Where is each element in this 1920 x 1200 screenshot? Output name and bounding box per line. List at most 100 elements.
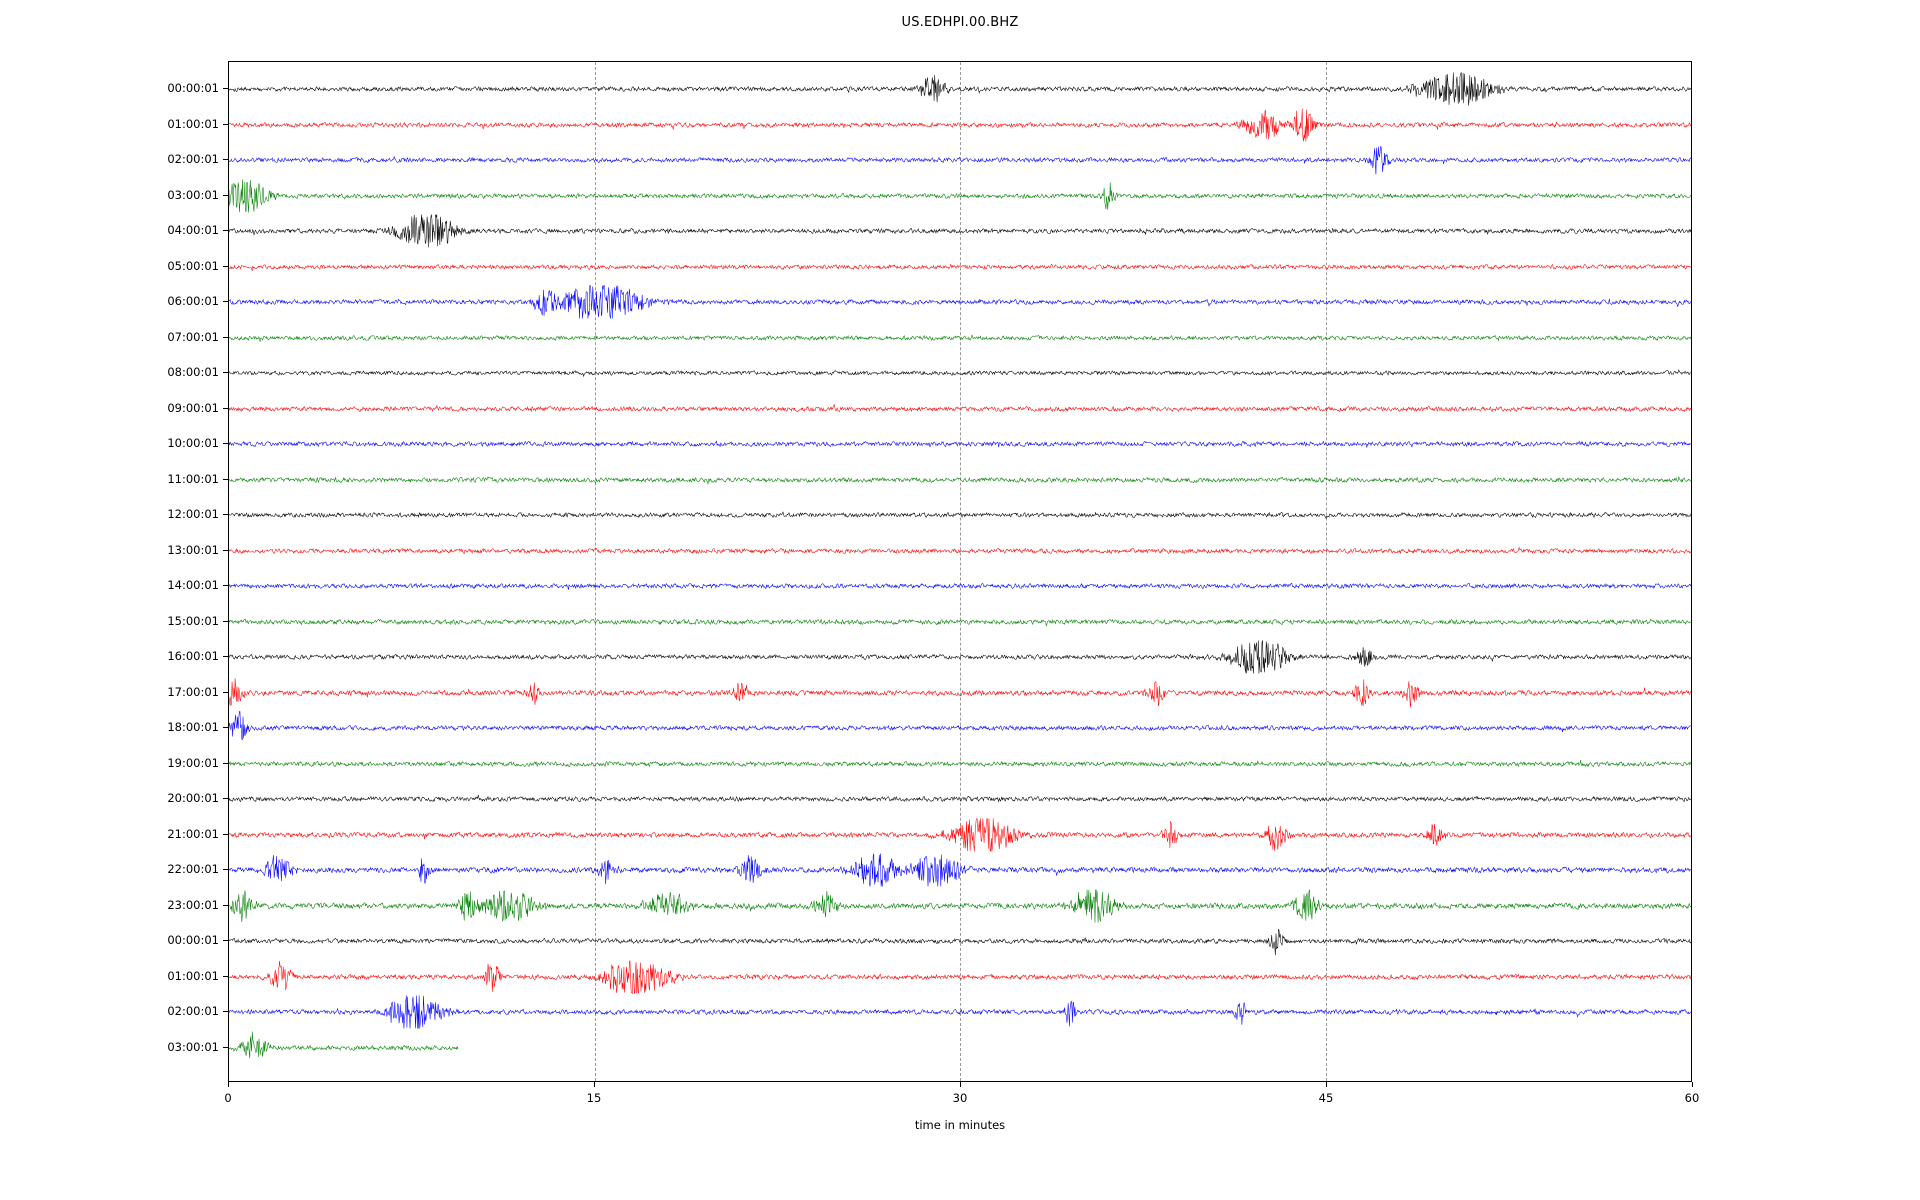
grid-line-45 [1325, 62, 1327, 1081]
trace-line [229, 795, 1691, 802]
x-tick-mark [960, 1082, 961, 1087]
y-tick-label: 03:00:01 [167, 1039, 219, 1054]
y-tick-label: 17:00:01 [167, 684, 219, 699]
trace-line [229, 370, 1691, 376]
trace-line [229, 619, 1691, 626]
trace-line [229, 889, 1691, 922]
grid-layer [229, 62, 1691, 1081]
waveform-trace [229, 321, 1691, 355]
waveform-trace [229, 924, 1691, 958]
waveform-trace [229, 853, 1691, 887]
trace-line [229, 73, 1691, 106]
waveform-trace [229, 711, 1691, 745]
trace-line [229, 179, 1691, 212]
y-tick-label: 23:00:01 [167, 897, 219, 912]
y-tick-label: 15:00:01 [167, 613, 219, 628]
y-tick-label: 01:00:01 [167, 116, 219, 131]
trace-line [229, 960, 1691, 993]
x-tick-label: 30 [952, 1091, 968, 1105]
trace-line [229, 215, 1691, 248]
y-tick-label: 03:00:01 [167, 187, 219, 202]
waveform-trace [229, 463, 1691, 497]
y-tick-label: 13:00:01 [167, 542, 219, 557]
waveform-trace [229, 889, 1691, 923]
waveform-trace [229, 179, 1691, 213]
y-tick-label: 10:00:01 [167, 436, 219, 450]
y-tick-label: 04:00:01 [167, 223, 219, 237]
y-tick-label: 00:00:01 [167, 81, 219, 95]
waveform-trace [229, 250, 1691, 284]
x-tick-label: 15 [586, 1091, 602, 1105]
trace-line [229, 286, 1691, 319]
trace-line [229, 335, 1691, 342]
waveform-trace [229, 747, 1691, 781]
trace-line [229, 512, 1691, 519]
trace-line [229, 441, 1691, 447]
waveform-trace [229, 72, 1691, 106]
waveform-trace [229, 995, 1691, 1029]
y-tick-label: 00:00:01 [167, 933, 219, 947]
trace-line [229, 678, 1691, 707]
x-tick-mark [1326, 1082, 1327, 1087]
waveform-trace [229, 960, 1691, 994]
y-tick-label: 18:00:01 [167, 720, 219, 734]
waveform-trace [229, 392, 1691, 426]
trace-line [229, 1031, 458, 1058]
y-tick-label: 11:00:01 [167, 471, 219, 486]
x-axis-title: time in minutes [914, 1118, 1006, 1132]
grid-line-30 [960, 62, 961, 1081]
y-tick-label: 01:00:01 [167, 968, 219, 983]
waveform-trace [229, 498, 1691, 532]
trace-line [229, 996, 1691, 1029]
waveform-trace [229, 285, 1691, 319]
grid-line-15 [594, 62, 596, 1081]
x-tick-mark [228, 1082, 229, 1087]
y-tick-label: 14:00:01 [167, 578, 219, 592]
y-tick-label: 07:00:01 [167, 329, 219, 344]
plot-axes [228, 61, 1692, 1082]
y-tick-label: 02:00:01 [167, 152, 219, 166]
x-tick-label: 60 [1684, 1091, 1700, 1105]
trace-line [229, 641, 1691, 674]
waveform-trace [229, 356, 1691, 390]
waveform-trace [229, 214, 1691, 248]
trace-line [229, 759, 1691, 766]
waveform-trace [229, 1031, 1691, 1065]
waveform-trace [229, 676, 1691, 710]
y-tick-label: 20:00:01 [167, 791, 219, 805]
trace-line [229, 264, 1691, 271]
x-tick-label: 45 [1318, 1091, 1334, 1105]
trace-line [229, 712, 1691, 740]
waveform-trace [229, 782, 1691, 816]
y-tick-label: 22:00:01 [167, 862, 219, 876]
trace-line [229, 146, 1691, 174]
waveform-trace [229, 569, 1691, 603]
waveform-trace [229, 108, 1691, 142]
trace-line [229, 583, 1691, 590]
page-title: US.EDHPI.00.BHZ [901, 15, 1019, 30]
x-tick-label: 0 [224, 1091, 232, 1105]
y-tick-label: 09:00:01 [167, 400, 219, 415]
trace-line [229, 476, 1691, 483]
waveform-trace [229, 427, 1691, 461]
y-tick-label: 05:00:01 [167, 258, 219, 273]
y-tick-label: 02:00:01 [167, 1004, 219, 1018]
waveform-trace [229, 818, 1691, 852]
y-tick-label: 06:00:01 [167, 294, 219, 308]
x-tick-mark [594, 1082, 595, 1087]
trace-line [229, 108, 1691, 141]
trace-line [229, 818, 1691, 851]
waveform-trace [229, 534, 1691, 568]
trace-line [229, 547, 1691, 553]
waveform-trace [229, 605, 1691, 639]
y-tick-label: 19:00:01 [167, 755, 219, 770]
trace-line [229, 404, 1691, 411]
y-tick-label: 21:00:01 [167, 826, 219, 841]
x-tick-mark [1692, 1082, 1693, 1087]
waveform-trace [229, 143, 1691, 177]
trace-line [229, 854, 1691, 887]
y-tick-label: 12:00:01 [167, 507, 219, 521]
trace-line [229, 929, 1691, 955]
waveform-trace-layer [229, 62, 1691, 1081]
